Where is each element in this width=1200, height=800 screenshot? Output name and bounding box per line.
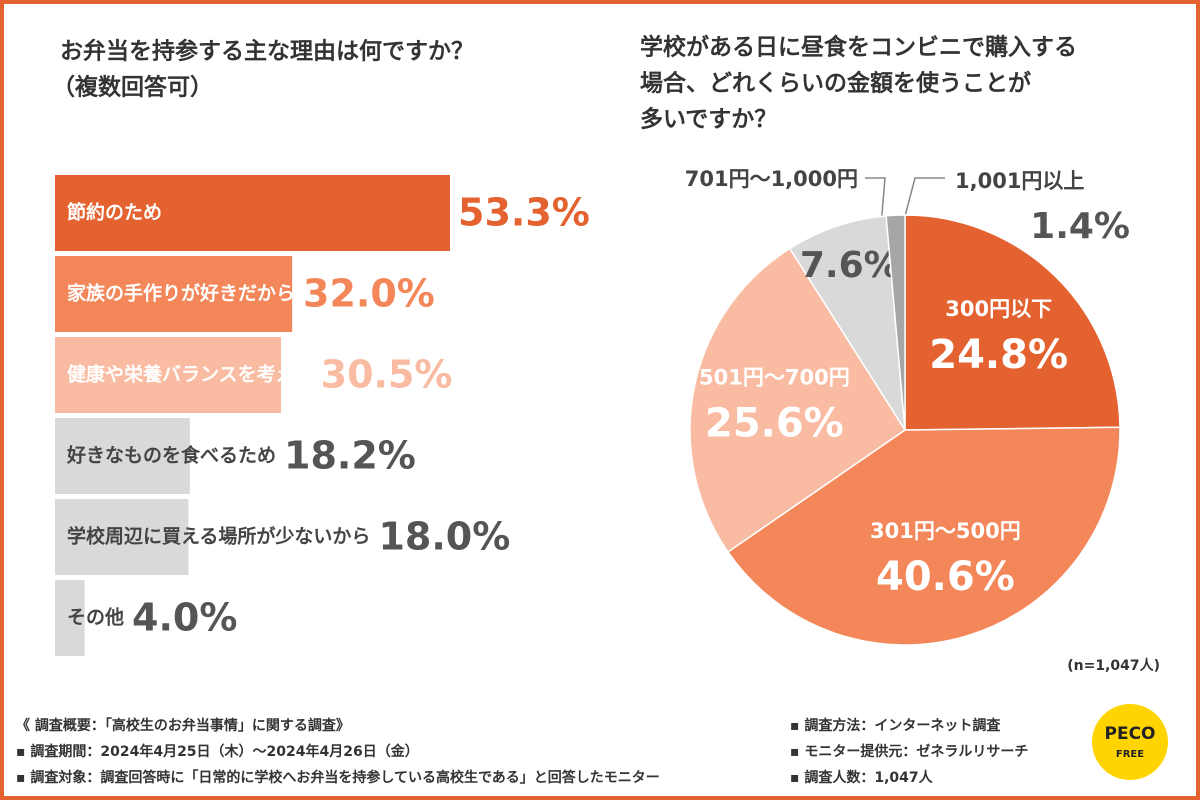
pie-title: 多いですか？ — [640, 106, 777, 133]
footer-text: ▪ 調査対象：調査回答時に「日常的に学校へお弁当を持参している高校生である」と回… — [16, 769, 660, 786]
bar — [55, 418, 190, 494]
bar-label: 家族の手作りが好きだから — [67, 282, 295, 305]
bar — [55, 256, 293, 332]
slice-value: 7.6% — [800, 245, 900, 286]
slice-label: 300円以下 — [945, 297, 1052, 321]
footer-text: ▪ 調査方法：インターネット調査 — [790, 717, 1001, 734]
footer-text: ▪ 調査期間：2024年4月25日（木）〜2024年4月26日（金） — [16, 743, 419, 760]
pie-title: 学校がある日に昼食をコンビニで購入する — [640, 34, 1077, 61]
value-label: 4.0% — [132, 596, 237, 640]
pie-title: 場合、どれくらいの金額を使うことが — [640, 70, 1031, 97]
bar-label: 好きなものを食べるため — [66, 444, 276, 467]
slice-value: 25.6% — [705, 400, 844, 446]
bar — [55, 337, 282, 413]
bar-label: 節約のため — [67, 201, 162, 224]
pie-slice — [885, 214, 906, 431]
slice-label: 1,001円以上 — [955, 169, 1084, 193]
value-label: 18.2% — [284, 434, 416, 478]
bar — [55, 175, 450, 251]
slice-value: 24.8% — [929, 332, 1068, 378]
slice-label: 501円〜700円 — [699, 365, 850, 389]
pie-slice — [689, 247, 907, 554]
slice-label: 701円〜1,000円 — [685, 167, 858, 191]
bar-label: 学校周辺に買える場所が少ないから — [67, 525, 370, 548]
bar-subtitle: （複数回答可） — [52, 74, 213, 101]
footer-text: ▪ 調査人数：1,047人 — [790, 769, 934, 786]
value-label: 53.3% — [458, 191, 590, 235]
logo-text: PECO — [1105, 724, 1156, 744]
value-label: 30.5% — [321, 353, 453, 397]
bar — [55, 499, 189, 575]
slice-value: 1.4% — [1030, 206, 1130, 247]
bar — [55, 580, 85, 656]
sample-note: (n=1,047人) — [1067, 657, 1160, 674]
value-label: 18.0% — [378, 515, 510, 559]
bar-label: 健康や栄養バランスを考えて — [67, 363, 313, 386]
bar-label: その他 — [67, 606, 124, 629]
logo-text: FREE — [1116, 749, 1144, 760]
pie-slice — [904, 214, 1121, 431]
footer-text: 《 調査概要：「高校生のお弁当事情」に関する調査》 — [16, 717, 350, 734]
pie-slice — [788, 215, 906, 431]
logo — [1092, 704, 1168, 780]
bar-title: お弁当を持参する主な理由は何ですか？ — [60, 38, 474, 65]
value-label: 32.0% — [303, 272, 435, 316]
slice-value: 40.6% — [876, 554, 1015, 600]
pie-slice — [726, 426, 1121, 646]
footer-text: ▪ モニター提供元：ゼネラルリサーチ — [790, 743, 1028, 760]
slice-label: 301円〜500円 — [870, 519, 1021, 543]
